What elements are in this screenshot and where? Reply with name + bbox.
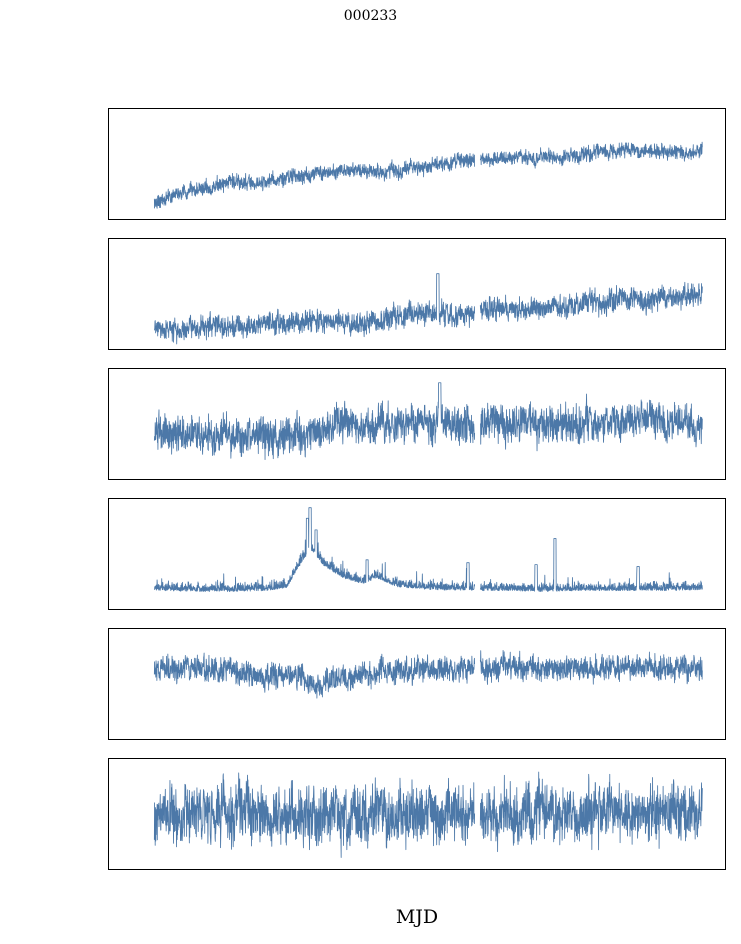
y-tick-mark [108, 814, 109, 815]
y-tick-mark [108, 732, 109, 733]
data-line [479, 393, 703, 452]
y-tick-mark [108, 667, 109, 668]
series-f_knee [153, 507, 703, 593]
plot-area-chi2 [109, 759, 725, 869]
data-line [479, 281, 703, 323]
panel-fknee: 050100fknee [mHz] [108, 498, 726, 610]
data-line [153, 151, 476, 209]
plot-area-sigma0-volts [109, 239, 725, 349]
data-line [153, 273, 476, 345]
data-line [479, 538, 703, 592]
y-tick-mark [108, 773, 109, 774]
panel-gain: 0.0360.0370.038g [108, 108, 726, 220]
plot-area-gain [109, 109, 725, 219]
plot-area-sigma0-mk [109, 369, 725, 479]
y-tick-mark [108, 635, 109, 636]
y-tick-mark [108, 382, 109, 383]
plot-area-fknee [109, 499, 725, 609]
series-sigma0_volts [153, 273, 703, 345]
panel-alpha: 0−1−2−3α [108, 628, 726, 740]
y-tick-mark [108, 700, 109, 701]
data-line [153, 772, 476, 858]
y-tick-mark [108, 462, 109, 463]
series-sigma0_mk [153, 382, 703, 461]
figure-title: 000233 [343, 8, 398, 24]
data-line [153, 382, 476, 461]
data-line [153, 507, 476, 593]
y-tick-mark [108, 555, 109, 556]
series-gain [153, 141, 703, 209]
y-tick-mark [108, 162, 109, 163]
panel-sigma0-volts: 0.000190.00020σ0 [V] [108, 238, 726, 350]
x-axis-label: MJD [395, 906, 439, 928]
series-chi2 [153, 771, 703, 858]
data-line [479, 649, 703, 685]
y-tick-mark [108, 605, 109, 606]
y-tick-mark [108, 313, 109, 314]
y-tick-mark [108, 856, 109, 857]
y-tick-mark [108, 211, 109, 212]
plot-area-alpha [109, 629, 725, 739]
panel-sigma0-mk: 0.00510.00520.0053σ0 [mK] [108, 368, 726, 480]
y-tick-mark [108, 422, 109, 423]
y-tick-mark [108, 113, 109, 114]
series-alpha [153, 649, 703, 699]
data-line [479, 771, 703, 853]
y-tick-mark [108, 506, 109, 507]
y-tick-mark [108, 245, 109, 246]
data-line [153, 652, 476, 699]
data-line [479, 141, 703, 169]
panel-chi2: 2.50.0−2.5χ25500055200554005560055800560… [108, 758, 726, 870]
